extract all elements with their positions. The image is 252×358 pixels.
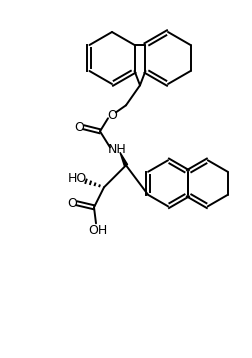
Text: O: O (67, 197, 77, 210)
Text: NH: NH (108, 143, 126, 156)
Text: O: O (107, 109, 117, 122)
Polygon shape (120, 152, 128, 166)
Text: O: O (74, 121, 84, 134)
Text: OH: OH (88, 224, 108, 237)
Text: HO: HO (67, 172, 87, 185)
